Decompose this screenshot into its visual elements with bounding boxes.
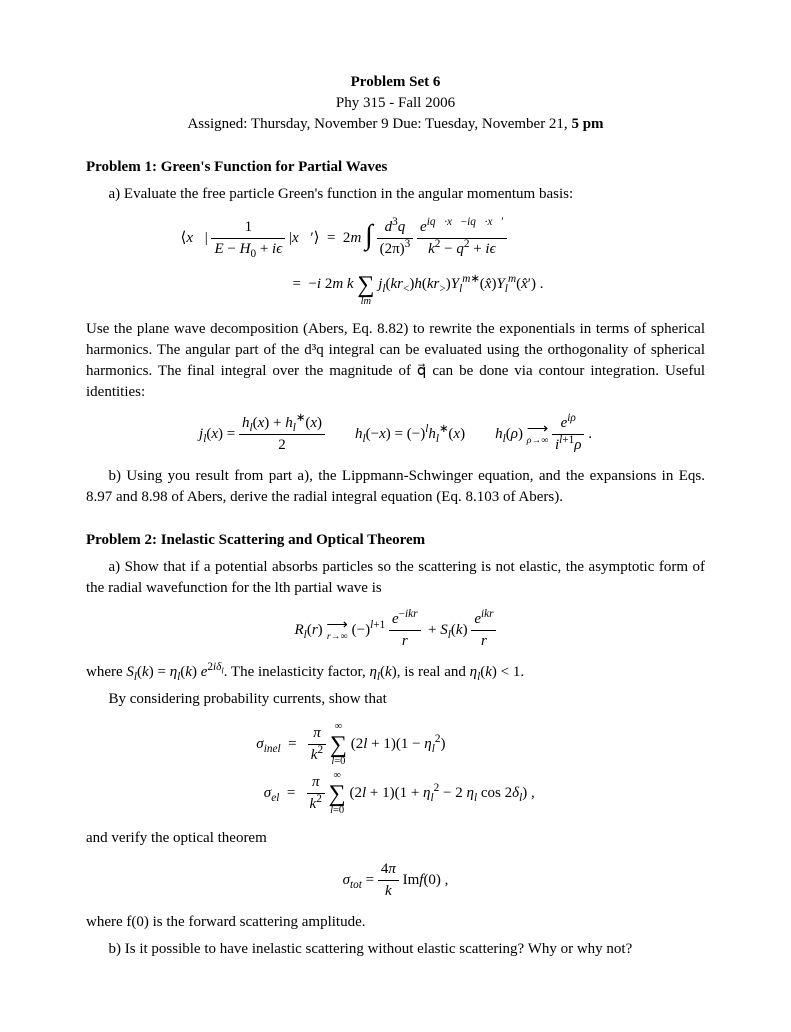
header-block: Problem Set 6 Phy 315 - Fall 2006 Assign… xyxy=(86,72,705,135)
p2-prob-currents: By considering probability currents, sho… xyxy=(86,689,705,710)
problem-2-heading: Problem 2: Inelastic Scattering and Opti… xyxy=(86,530,705,551)
course-line: Phy 315 - Fall 2006 xyxy=(86,93,705,114)
identities-equation: jl(x) = hl(x) + hl∗(x)2 hl(−x) = (−)lhl∗… xyxy=(86,413,705,456)
page-title: Problem Set 6 xyxy=(86,72,705,93)
p2-a-intro: a) Show that if a potential absorbs part… xyxy=(86,557,705,599)
p2-verify: and verify the optical theorem xyxy=(86,828,705,849)
p1-after-eq: Use the plane wave decomposition (Abers,… xyxy=(86,319,705,403)
page: Problem Set 6 Phy 315 - Fall 2006 Assign… xyxy=(0,0,791,1032)
due-time: 5 pm xyxy=(571,116,603,132)
p2-after-R: where Sl(k) = ηl(k) e2iδl. The inelastic… xyxy=(86,662,705,683)
assigned-line: Assigned: Thursday, November 9 Due: Tues… xyxy=(86,114,705,135)
p2-where-f0: where f(0) is the forward scattering amp… xyxy=(86,912,705,933)
problem-1-heading: Problem 1: Green's Function for Partial … xyxy=(86,157,705,178)
p2-b: b) Is it possible to have inelastic scat… xyxy=(86,939,705,960)
assigned-text: Assigned: Thursday, November 9 Due: Tues… xyxy=(187,116,571,132)
radial-asymptotic-equation: Rl(r) ⟶r→∞ (−)l+1 e−ikrr + Sl(k) eikrr xyxy=(86,609,705,652)
greens-function-equation: ⟨x⃗| 1E − H0 + iϵ |x⃗′⟩ = 2m ∫ d3q(2π)3 … xyxy=(86,215,705,309)
cross-section-equations: σinel = πk2 ∞∑l=0 (2l + 1)(1 − ηl2) σel … xyxy=(86,720,705,818)
p1-b: b) Using you result from part a), the Li… xyxy=(86,466,705,508)
optical-theorem-equation: σtot = 4πk Imf(0) , xyxy=(86,859,705,902)
p1-a-intro: a) Evaluate the free particle Green's fu… xyxy=(86,184,705,205)
